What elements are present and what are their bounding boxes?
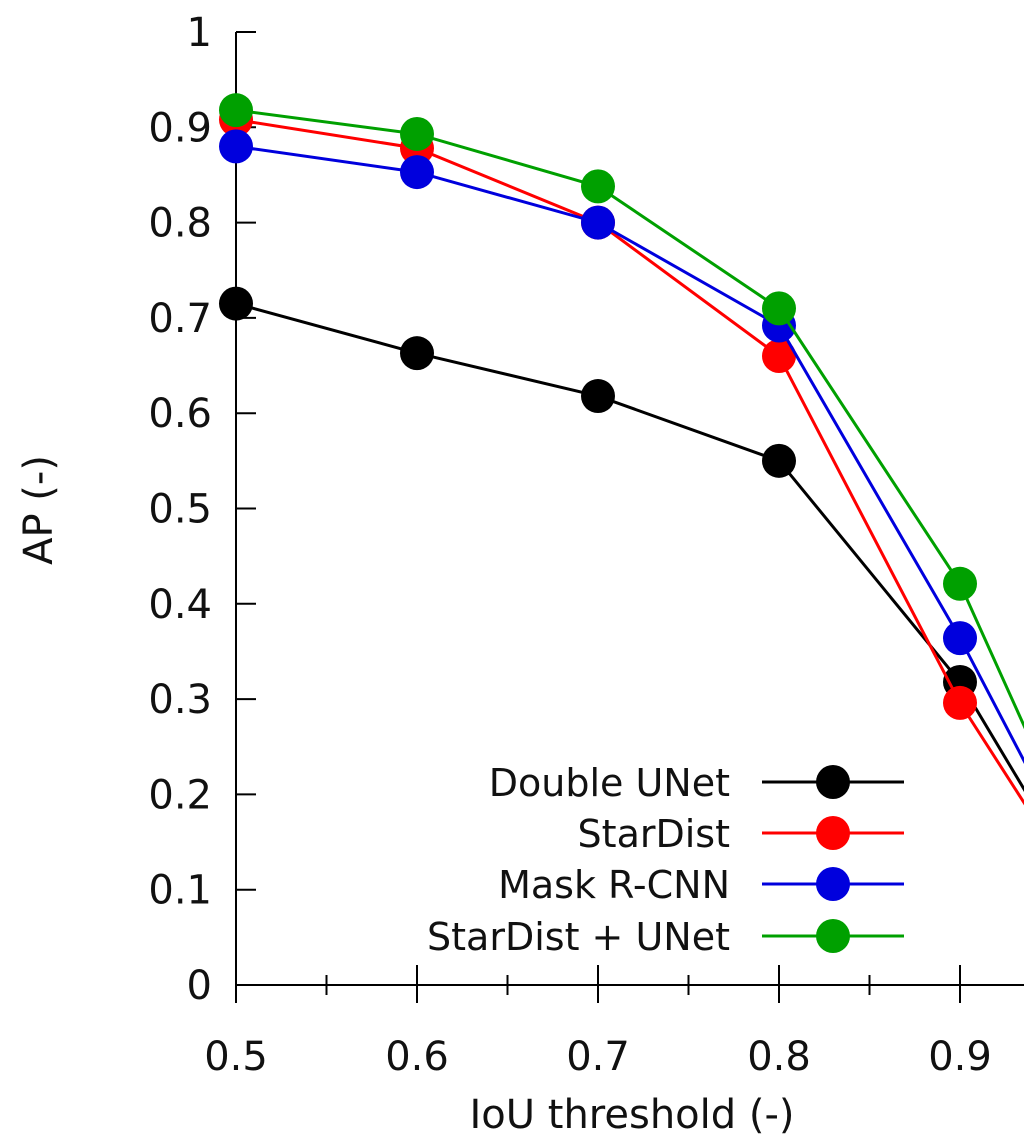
x-tick-label: 0.8 [747, 1034, 811, 1080]
y-tick-label: 0.1 [148, 868, 212, 914]
legend-marker-stardist-unet [816, 919, 850, 953]
y-tick-label: 0 [187, 963, 212, 1009]
data-point-mask-r-cnn [219, 129, 253, 164]
data-point-mask-r-cnn [400, 155, 434, 190]
axes: 0 0.1 0.2 0.3 0.4 0.5 0.6 0.7 0.8 0.9 1 0.5 0.6 0.7 0.… [148, 10, 1024, 1080]
y-axis-title: AP (-) [16, 455, 62, 565]
legend-label-mask-r-cnn: Mask R-CNN [498, 863, 730, 907]
series-line-stardist [235, 118, 1024, 806]
data-point-double-unet [400, 336, 434, 371]
legend-marker-double-unet [816, 765, 850, 799]
x-tick-label: 0.7 [566, 1034, 630, 1080]
data-point-stardist [943, 685, 977, 720]
data-point-stardist-unet [943, 566, 977, 601]
y-tick-label: 0.4 [148, 582, 212, 628]
legend-marker-mask-r-cnn [816, 867, 850, 901]
y-tick-label: 0.2 [148, 772, 212, 818]
x-tick-label: 0.6 [385, 1034, 449, 1080]
legend-label-stardist: StarDist [578, 812, 730, 856]
series-line-double-unet [235, 302, 1024, 793]
y-tick-label: 1 [187, 10, 212, 56]
data-point-double-unet [581, 379, 615, 414]
y-tick-label: 0.7 [148, 296, 212, 342]
y-tick-label: 0.8 [148, 201, 212, 247]
x-axis-title: IoU threshold (-) [470, 1092, 795, 1135]
x-tick-label: 0.9 [928, 1034, 992, 1080]
y-tick-label: 0.9 [148, 105, 212, 151]
data-point-stardist-unet [581, 169, 615, 204]
series-line-stardist-unet [235, 108, 1024, 730]
data-point-double-unet [762, 443, 796, 478]
data-point-stardist-unet [219, 93, 253, 128]
data-point-stardist-unet [400, 116, 434, 151]
data-point-double-unet [219, 286, 253, 321]
legend-label-stardist-unet: StarDist + UNet [427, 915, 730, 959]
x-tick-label: 0.5 [204, 1034, 268, 1080]
data-point-mask-r-cnn [581, 205, 615, 240]
y-tick-label: 0.6 [148, 391, 212, 437]
series-line-mask-r-cnn [235, 144, 1024, 765]
legend-marker-stardist [816, 816, 850, 850]
data-point-mask-r-cnn [943, 621, 977, 656]
series-layer [219, 93, 1024, 806]
y-tick-label: 0.5 [148, 487, 212, 533]
y-tick-label: 0.3 [148, 677, 212, 723]
legend-label-double-unet: Double UNet [489, 761, 730, 805]
legend: Double UNet StarDist Mask R-CNN StarDist + … [427, 761, 904, 959]
data-point-stardist-unet [762, 291, 796, 326]
data-point-stardist [762, 339, 796, 374]
